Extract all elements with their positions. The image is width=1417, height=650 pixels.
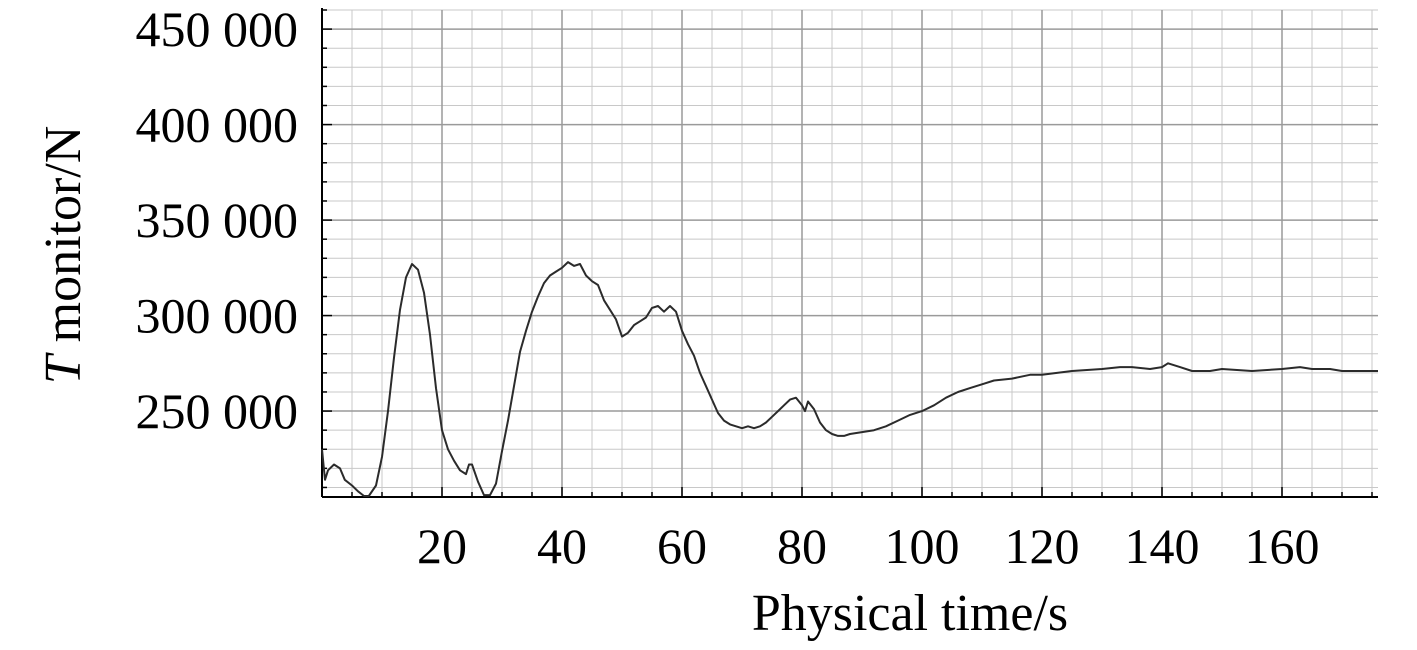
y-tick-labels: 250 000 300 000 350 000 400 000 450 000	[136, 1, 299, 439]
x-tick-label: 40	[537, 518, 587, 574]
y-axis-label-symbol: T	[35, 352, 92, 384]
axes	[321, 8, 1378, 498]
x-tick-label: 80	[777, 518, 827, 574]
x-tick-label: 120	[1005, 518, 1080, 574]
major-gridlines	[322, 10, 1378, 497]
x-tick-label: 140	[1125, 518, 1200, 574]
x-tick-label: 160	[1245, 518, 1320, 574]
series-group	[321, 261, 1378, 497]
x-tick-labels: 20 40 60 80 100 120 140 160	[417, 518, 1320, 574]
x-tick-label: 100	[885, 518, 960, 574]
y-tick-label: 300 000	[136, 288, 299, 344]
series-line	[321, 261, 1378, 497]
x-tick-label: 60	[657, 518, 707, 574]
y-axis-label-text: monitor/N	[35, 126, 92, 356]
minor-gridlines	[322, 9, 1378, 497]
y-tick-label: 250 000	[136, 383, 299, 439]
x-tick-label: 20	[417, 518, 467, 574]
y-tick-label: 350 000	[136, 192, 299, 248]
y-tick-label: 450 000	[136, 1, 299, 57]
y-axis-label: T monitor/N	[35, 126, 92, 385]
axis-ticks	[322, 9, 1373, 497]
x-axis-label: Physical time/s	[752, 585, 1068, 642]
y-tick-label: 400 000	[136, 97, 299, 153]
